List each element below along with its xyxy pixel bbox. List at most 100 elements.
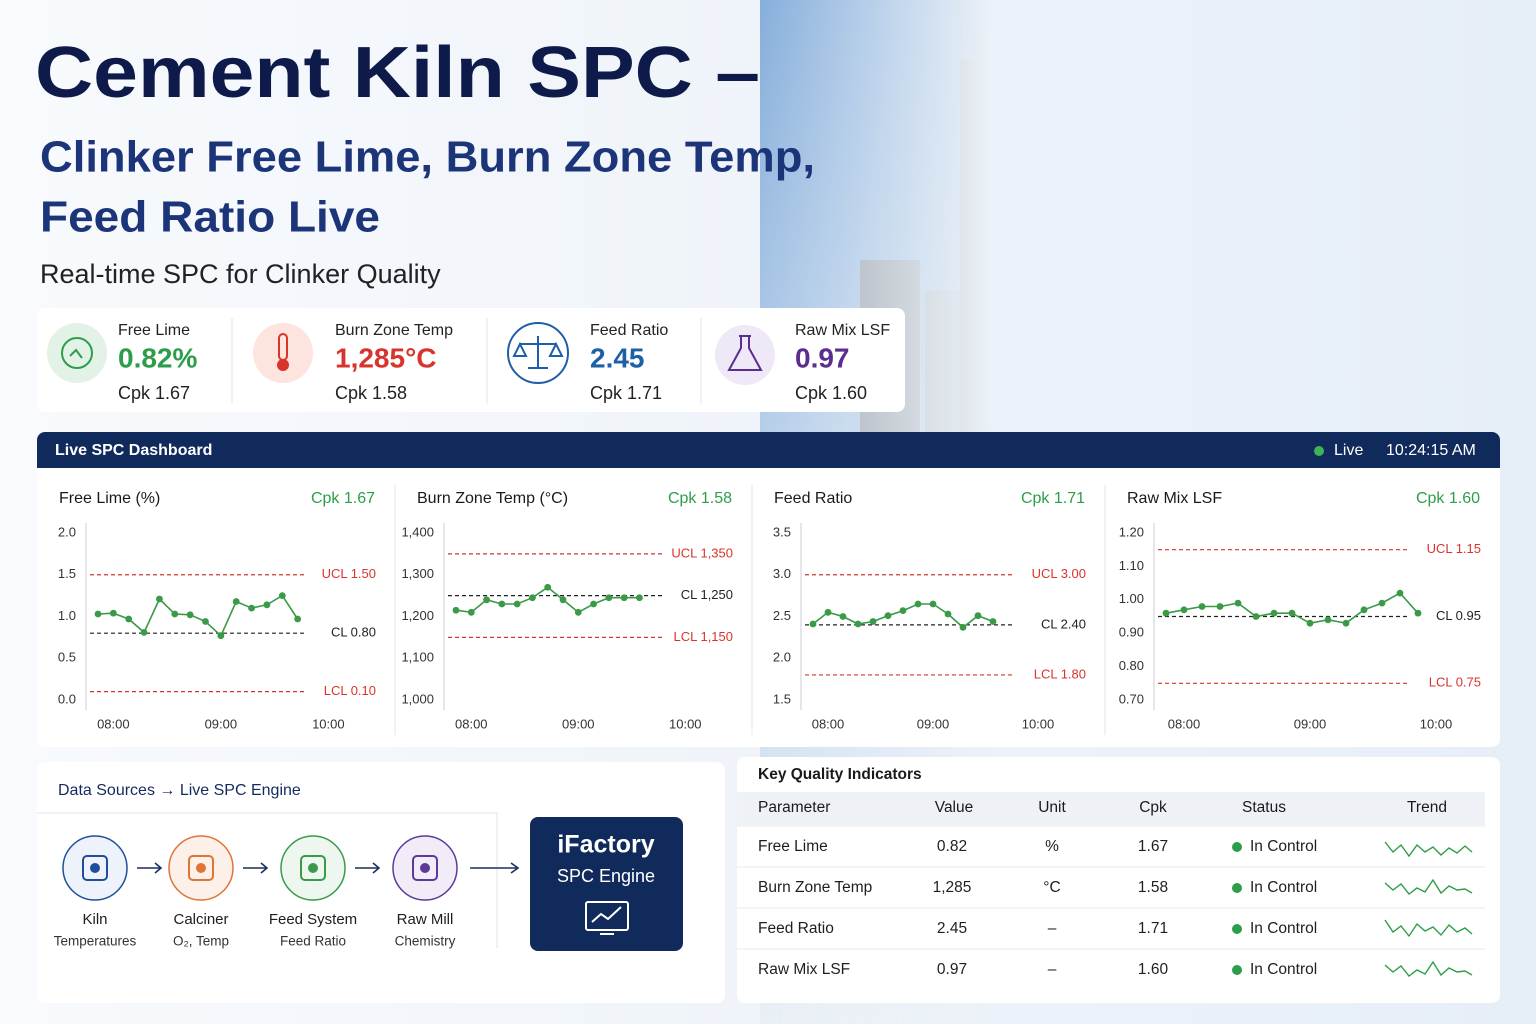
source-detail: Chemistry <box>395 934 456 949</box>
data-point <box>574 608 582 616</box>
data-point <box>974 612 982 620</box>
data-point <box>248 604 255 612</box>
table-cell: % <box>1045 838 1059 855</box>
control-limit-label: UCL 1.50 <box>322 566 376 581</box>
chart-cpk: Cpk 1.71 <box>1021 490 1085 507</box>
trend-sparklines <box>1384 841 1473 977</box>
control-limit-label: CL 2.40 <box>1041 616 1086 631</box>
source-detail: Temperatures <box>54 934 137 949</box>
y-tick-label: 1.0 <box>58 608 76 623</box>
kpi-cpk: Cpk 1.58 <box>335 383 407 403</box>
y-tick-label: 0.5 <box>58 650 76 665</box>
source-glyph <box>420 863 430 873</box>
data-point <box>544 583 552 591</box>
data-point <box>929 600 937 608</box>
y-tick-label: 3.0 <box>773 566 791 581</box>
chart-title: Free Lime (%) <box>59 490 160 507</box>
control-limit-label: LCL 1,150 <box>673 629 733 644</box>
source-glyph <box>196 863 206 873</box>
table-header: Cpk <box>1139 799 1167 816</box>
arrow <box>137 862 163 874</box>
x-tick-label: 08:00 <box>1168 716 1201 731</box>
icon-free-lime <box>61 337 93 369</box>
y-tick-label: 0.70 <box>1119 691 1144 706</box>
data-point <box>294 615 302 623</box>
table-cell: In Control <box>1250 920 1317 937</box>
source-glyph <box>412 855 438 881</box>
data-point <box>156 595 163 603</box>
data-point <box>1288 609 1296 617</box>
y-tick-label: 1,100 <box>401 650 434 665</box>
data-point <box>839 613 847 620</box>
kpi-label: Burn Zone Temp <box>335 322 453 339</box>
data-point <box>278 592 286 600</box>
engine-subtitle: SPC Engine <box>557 866 655 886</box>
table-header: Trend <box>1407 799 1447 816</box>
data-point <box>824 608 832 616</box>
source-name: Raw Mill <box>397 911 454 928</box>
data-point <box>1396 589 1404 597</box>
source-glyph <box>188 855 214 881</box>
source-name: Feed System <box>269 911 357 928</box>
y-tick-label: 2.5 <box>773 608 791 623</box>
data-point <box>1378 599 1386 607</box>
data-point <box>869 618 877 625</box>
data-point <box>109 609 117 617</box>
data-point <box>171 610 179 618</box>
sources-title: Data Sources → Live SPC Engine <box>58 782 301 799</box>
table-cell: Free Lime <box>758 838 828 855</box>
y-tick-label: 1.20 <box>1119 524 1144 539</box>
trend-sparkline <box>1384 960 1473 977</box>
data-point <box>884 612 892 620</box>
engine-box <box>530 817 683 951</box>
x-tick-label: 08:00 <box>812 716 845 731</box>
table-title: Key Quality Indicators <box>758 766 922 783</box>
data-point <box>1180 606 1188 614</box>
subtitle: Feed Ratio Live <box>40 193 380 242</box>
title: Cement Kiln SPC – <box>35 33 760 113</box>
y-tick-label: 0.90 <box>1119 625 1144 640</box>
x-tick-label: 10:00 <box>669 716 702 731</box>
control-limit-label: UCL 1,350 <box>671 545 733 560</box>
chart-cpk: Cpk 1.58 <box>668 490 732 507</box>
data-point <box>1198 603 1206 610</box>
table-cell: 1.58 <box>1138 879 1168 896</box>
data-point <box>636 594 643 602</box>
data-point <box>498 600 506 608</box>
dashboard-panel <box>37 432 1500 747</box>
arrow <box>243 862 269 874</box>
table-cell: – <box>1048 920 1057 937</box>
table-header-bg <box>737 792 1485 825</box>
table-cell: In Control <box>1250 879 1317 896</box>
building <box>1500 430 1536 1024</box>
data-point <box>452 606 460 614</box>
data-point <box>1270 609 1278 617</box>
data-point <box>590 600 597 608</box>
y-tick-label: 1,000 <box>401 691 434 706</box>
table-cell: – <box>1048 961 1057 978</box>
tagline: Real-time SPC for Clinker Quality <box>40 259 441 289</box>
table-header: Parameter <box>758 799 830 816</box>
table-cell: 1,285 <box>933 879 972 896</box>
trend-sparkline <box>1384 878 1473 895</box>
y-tick-label: 1,300 <box>401 566 434 581</box>
chart-title: Burn Zone Temp (°C) <box>417 490 568 507</box>
dashboard-header <box>37 432 1500 468</box>
y-tick-label: 0.80 <box>1119 658 1144 673</box>
data-point <box>217 632 225 640</box>
data-point <box>94 610 102 618</box>
control-limit-label: CL 1,250 <box>681 587 733 602</box>
source-name: Calciner <box>173 911 228 928</box>
control-limit-label: LCL 0.10 <box>324 683 376 698</box>
data-point <box>1414 609 1422 617</box>
data-point <box>186 611 194 619</box>
y-tick-label: 1.5 <box>773 691 791 706</box>
chart-cpk: Cpk 1.60 <box>1416 490 1480 507</box>
trend-sparkline <box>1384 919 1473 938</box>
data-point <box>559 596 567 604</box>
table-cell: Raw Mix LSF <box>758 961 850 978</box>
table-cell: 0.97 <box>937 961 967 978</box>
source-glyph <box>308 863 318 873</box>
static-layout <box>37 308 1500 1003</box>
